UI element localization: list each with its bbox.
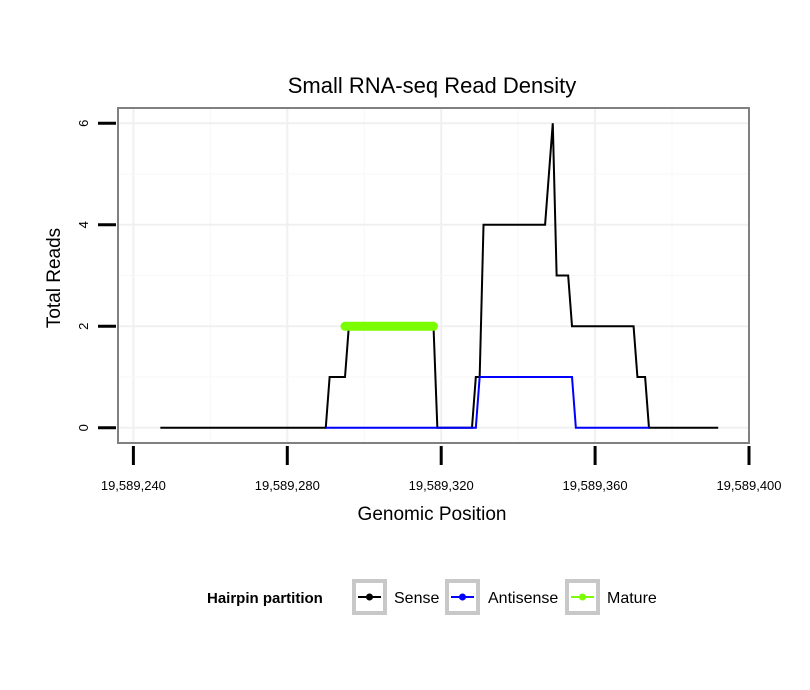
legend-item-sense: Sense bbox=[352, 579, 439, 615]
mature-point bbox=[429, 322, 438, 331]
x-axis-title: Genomic Position bbox=[358, 504, 507, 525]
grid bbox=[118, 108, 749, 443]
legend-key-dot bbox=[459, 593, 466, 601]
series-line-antisense bbox=[325, 376, 649, 429]
y-tick-label: 2 bbox=[76, 323, 91, 330]
y-tick-label: 0 bbox=[76, 424, 91, 431]
series-antisense bbox=[325, 376, 649, 429]
x-tick-label: 19,589,280 bbox=[255, 478, 320, 493]
x-tick-label: 19,589,360 bbox=[563, 478, 628, 493]
legend-key-dot bbox=[579, 593, 586, 601]
series-layer bbox=[160, 123, 719, 429]
legend-items: Sense Antisense Mature bbox=[352, 579, 657, 615]
plot-border bbox=[117, 107, 750, 444]
legend-key-box bbox=[565, 579, 600, 615]
legend-title: Hairpin partition bbox=[207, 590, 323, 607]
legend-item-antisense: Antisense bbox=[445, 579, 558, 615]
x-tick-label: 19,589,400 bbox=[716, 478, 781, 493]
legend-label: Antisense bbox=[488, 590, 558, 607]
y-tick-label: 4 bbox=[76, 221, 91, 228]
legend-label: Sense bbox=[394, 590, 439, 607]
chart-title: Small RNA-seq Read Density bbox=[288, 73, 577, 98]
legend-key-dot bbox=[366, 593, 373, 601]
legend-label: Mature bbox=[607, 590, 657, 607]
axes: 19,589,240 19,589,280 19,589,320 19,589,360… bbox=[76, 120, 782, 493]
x-tick-label: 19,589,320 bbox=[409, 478, 474, 493]
series-line-sense bbox=[160, 123, 719, 429]
series-mature bbox=[340, 321, 438, 331]
legend: Hairpin partition Sense Antisense Mature bbox=[207, 579, 657, 615]
legend-item-mature: Mature bbox=[565, 579, 657, 615]
y-tick-label: 6 bbox=[76, 120, 91, 127]
series-sense bbox=[160, 123, 719, 429]
y-axis-title: Total Reads bbox=[44, 228, 65, 328]
x-tick-label: 19,589,240 bbox=[101, 478, 166, 493]
